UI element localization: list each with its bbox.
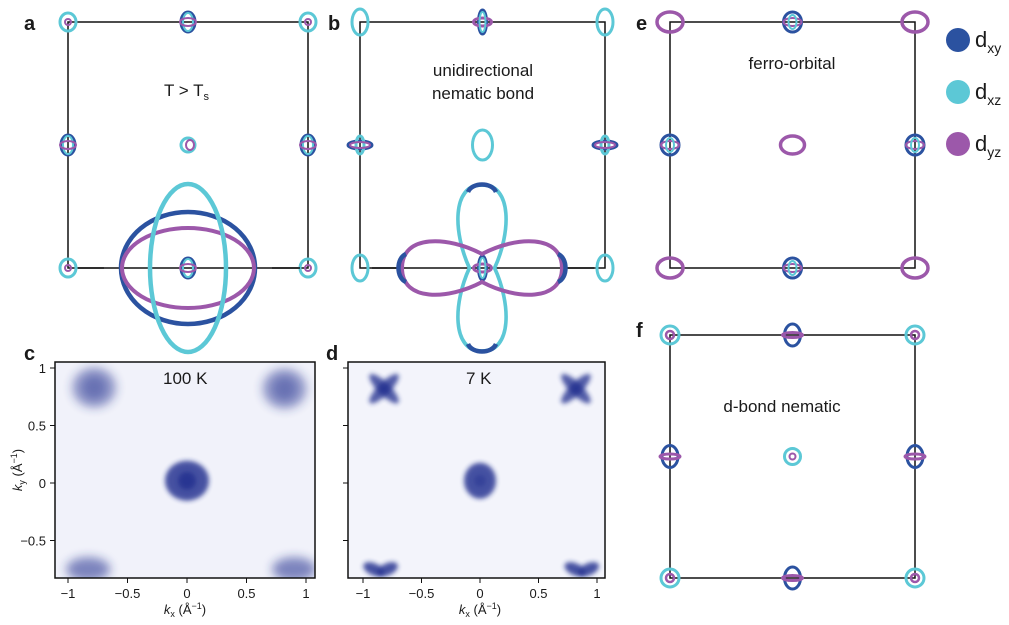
panel-label: T > Ts <box>164 81 210 103</box>
temperature-label: 7 K <box>466 369 492 388</box>
legend-swatch <box>946 132 970 156</box>
pocket <box>473 130 493 160</box>
axis-close: ) <box>10 449 25 453</box>
pocket <box>468 344 496 352</box>
panel-label: unidirectional <box>433 61 533 80</box>
intensity-blob <box>273 377 297 401</box>
panel-letter: a <box>24 13 36 35</box>
x-tick-label: −1 <box>61 586 76 601</box>
pocket <box>785 449 801 465</box>
y-tick-label: −0.5 <box>20 534 46 549</box>
legend-label: dyz <box>975 131 1001 160</box>
intensity-blob <box>474 475 486 487</box>
x-tick-label: 1 <box>593 586 600 601</box>
pocket <box>186 140 194 150</box>
y-tick-label: 0.5 <box>28 419 46 434</box>
x-tick-label: 0.5 <box>237 586 255 601</box>
panel-letter: e <box>636 13 647 35</box>
pocket <box>468 185 496 193</box>
x-tick-label: −0.5 <box>409 586 435 601</box>
legend-swatch <box>946 28 970 52</box>
panel-label: nematic bond <box>432 84 534 103</box>
intensity-blob <box>82 376 106 400</box>
axis-sup: −1 <box>487 601 497 611</box>
x-tick-label: 1 <box>302 586 309 601</box>
temperature-label: 100 K <box>163 369 208 388</box>
panel-letter: c <box>24 343 35 365</box>
brillouin-zone <box>68 22 308 268</box>
panel-label: d-bond nematic <box>723 397 841 416</box>
axis-unit: (Å <box>10 463 25 480</box>
x-tick-label: 0 <box>183 586 190 601</box>
x-tick-label: 0.5 <box>529 586 547 601</box>
legend-sub: yz <box>987 144 1001 160</box>
y-tick-label: 1 <box>39 361 46 376</box>
label-subscript: s <box>204 91 210 103</box>
axis-unit: (Å <box>470 602 487 617</box>
x-axis-label: kx (Å−1) <box>459 601 501 619</box>
figure: a b c d e f T > Ts unidirectional nemati… <box>0 0 1009 625</box>
x-tick-label: 0 <box>476 586 483 601</box>
pocket <box>790 454 796 460</box>
legend-sub: xz <box>987 92 1001 108</box>
panel-letter: d <box>326 343 338 365</box>
x-axis-label: kx (Å−1) <box>164 601 206 619</box>
legend-main: d <box>975 131 987 156</box>
legend-swatch <box>946 80 970 104</box>
legend-label: dxy <box>975 27 1001 56</box>
brillouin-zone <box>360 22 605 268</box>
panel-letter: f <box>636 320 643 342</box>
y-tick-label: 0 <box>39 476 46 491</box>
legend-main: d <box>975 27 987 52</box>
panel-letter: b <box>328 13 340 35</box>
legend-label: dxz <box>975 79 1001 108</box>
x-tick-label: −1 <box>356 586 371 601</box>
axis-close: ) <box>497 602 501 617</box>
legend-sub: xy <box>987 40 1001 56</box>
axis-unit: (Å <box>175 602 192 617</box>
label-text: T > T <box>164 81 204 100</box>
legend-main: d <box>975 79 987 104</box>
pocket <box>781 136 805 154</box>
panel-label: ferro-orbital <box>749 54 836 73</box>
intensity-blob <box>178 472 196 490</box>
x-tick-label: −0.5 <box>115 586 141 601</box>
axis-sup: −1 <box>192 601 202 611</box>
axis-close: ) <box>202 602 206 617</box>
y-axis-label: ky (Å−1) <box>9 449 27 491</box>
axis-sup: −1 <box>9 453 19 463</box>
brillouin-zone <box>670 335 915 578</box>
